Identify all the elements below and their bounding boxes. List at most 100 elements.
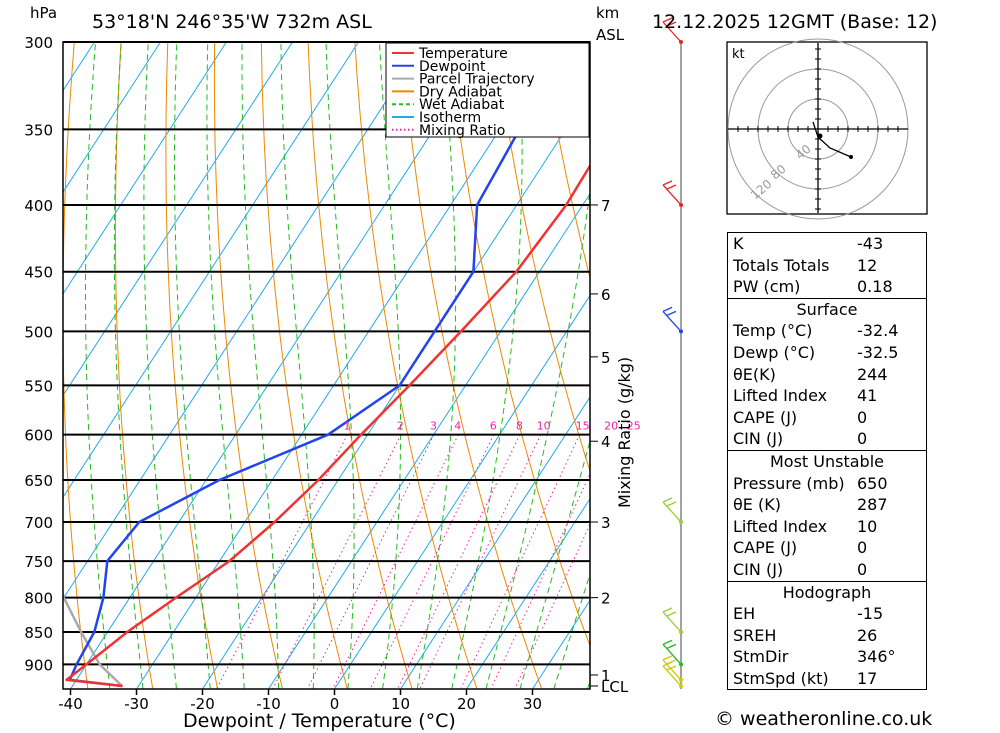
row-label: CIN (J) — [733, 429, 784, 449]
storm-motion-point — [817, 133, 823, 139]
mixing-ratio-label: 25 — [627, 420, 641, 433]
index-row-totals: Totals Totals 12 — [728, 255, 926, 277]
dry-adiabat — [448, 42, 590, 648]
axes: -40 -30 -20 -10 0 10 20 30 — [58, 41, 591, 713]
surface-row: θE(K) 244 — [728, 364, 926, 386]
isotherm-line — [63, 42, 293, 397]
legend-label: Wet Adiabat — [419, 97, 505, 113]
row-value: 17 — [857, 668, 878, 688]
wet-adiabat — [325, 42, 355, 689]
km-label: LCL — [601, 678, 629, 696]
index-value: -43 — [857, 234, 884, 253]
legend-label: Dewpoint — [419, 59, 486, 75]
mu-row: CAPE (J) 0 — [728, 537, 926, 559]
km-label: 4 — [601, 433, 611, 451]
plot-frame — [62, 41, 591, 690]
legend-label: Parcel Trajectory — [419, 72, 535, 88]
dry-adiabat — [213, 42, 283, 689]
row-label: Temp (°C) — [733, 321, 813, 341]
surface-row: CIN (J) 0 — [728, 428, 926, 450]
wet-adiabat — [553, 572, 590, 689]
dry-adiabat — [114, 42, 154, 689]
dry-adiabat — [494, 42, 590, 473]
mixing-ratio-label: 1 — [343, 420, 350, 433]
location-title: 53°18'N 246°35'W 732m ASL — [92, 11, 372, 33]
general-indices: K -43 Totals Totals 12 PW (cm) 0.18 — [727, 232, 927, 299]
row-value: 244 — [857, 364, 888, 384]
row-label: θE (K) — [733, 495, 781, 515]
index-row-pw: PW (cm) 0.18 — [728, 276, 926, 298]
row-label: CAPE (J) — [733, 538, 798, 558]
hodograph-point — [849, 155, 853, 159]
x-tick-label: -20 — [190, 695, 215, 713]
mixing-ratio-label: 6 — [490, 420, 497, 433]
wind-barb — [662, 661, 682, 687]
index-label: PW (cm) — [733, 277, 801, 297]
index-value: 0.18 — [857, 277, 893, 297]
wet-adiabat — [451, 42, 523, 689]
unit-asl: ASL — [596, 26, 625, 44]
row-label: StmSpd (kt) — [733, 668, 829, 688]
temperature-line — [65, 163, 590, 688]
mixing-ratio-label: 3 — [430, 420, 437, 433]
wet-adiabat — [113, 42, 144, 689]
hodograph-trace — [812, 121, 852, 158]
profiles — [63, 42, 590, 688]
pressure-label: 500 — [24, 323, 53, 341]
row-value: 650 — [857, 473, 888, 493]
wind-barb — [662, 306, 682, 332]
mixing-ratio-labels: 1 2 3 4 6 8 10 15 20 25 — [343, 420, 640, 433]
row-label: SREH — [733, 625, 777, 645]
x-tick-label: 0 — [330, 695, 340, 713]
isotherm-line — [63, 42, 161, 194]
dewpoint-line — [68, 42, 558, 688]
pressure-label: 350 — [24, 121, 53, 139]
mu-row: CIN (J) 0 — [728, 559, 926, 581]
wet-adiabat — [280, 42, 315, 689]
mixing-ratio-label: 20 — [604, 420, 618, 433]
surface-row: Lifted Index 41 — [728, 385, 926, 407]
surface-block: Surface Temp (°C) -32.4 Dewp (°C) -32.5 θE… — [727, 297, 927, 451]
credit-link[interactable]: © weatheronline.co.uk — [715, 708, 933, 730]
index-label: Totals Totals — [733, 255, 830, 275]
x-tick-label: -40 — [58, 695, 83, 713]
row-label: Lifted Index — [733, 386, 828, 406]
row-value: 0 — [857, 538, 868, 558]
isotherm-line — [70, 42, 491, 689]
wet-adiabat — [85, 42, 111, 689]
km-label: 3 — [601, 514, 611, 532]
unit-km: km — [596, 4, 619, 22]
mixing-ratio-label: 2 — [397, 420, 404, 433]
row-label: StmDir — [733, 647, 789, 667]
hodo-row: StmSpd (kt) 17 — [728, 668, 926, 690]
dry-adiabat — [165, 42, 219, 689]
km-label: 6 — [601, 286, 611, 304]
row-value: -32.4 — [857, 321, 899, 341]
wind-barb — [662, 497, 682, 523]
x-tick-label: 10 — [391, 695, 410, 713]
dry-adiabat — [916, 42, 1000, 689]
most-unstable-title: Most Unstable — [770, 451, 884, 471]
pressure-label: 800 — [24, 590, 53, 608]
datetime-title: 12.12.2025 12GMT (Base: 12) — [652, 11, 937, 33]
row-label: CIN (J) — [733, 559, 784, 579]
row-label: CAPE (J) — [733, 407, 798, 427]
km-label: 7 — [601, 197, 611, 215]
hodograph-title: Hodograph — [782, 582, 872, 602]
row-value: 346° — [857, 647, 896, 667]
pressure-gridlines: 300 350 400 450 500 550 600 650 700 750 800 850 900 — [24, 34, 590, 674]
legend-label: Isotherm — [419, 110, 481, 126]
row-value: 0 — [857, 559, 868, 579]
row-value: -15 — [857, 604, 884, 624]
mixing-ratio-axis-label: Mixing Ratio (g/kg) — [615, 357, 634, 508]
pressure-label: 850 — [24, 624, 53, 642]
dry-adiabat — [541, 42, 590, 280]
x-tick-label: 20 — [457, 695, 476, 713]
isotherm-line — [136, 42, 557, 689]
pressure-label: 450 — [24, 264, 53, 282]
unit-hpa: hPa — [30, 4, 57, 22]
hodo-row: SREH 26 — [728, 625, 926, 647]
wet-adiabat — [206, 42, 245, 689]
isotherm-line — [268, 192, 590, 689]
